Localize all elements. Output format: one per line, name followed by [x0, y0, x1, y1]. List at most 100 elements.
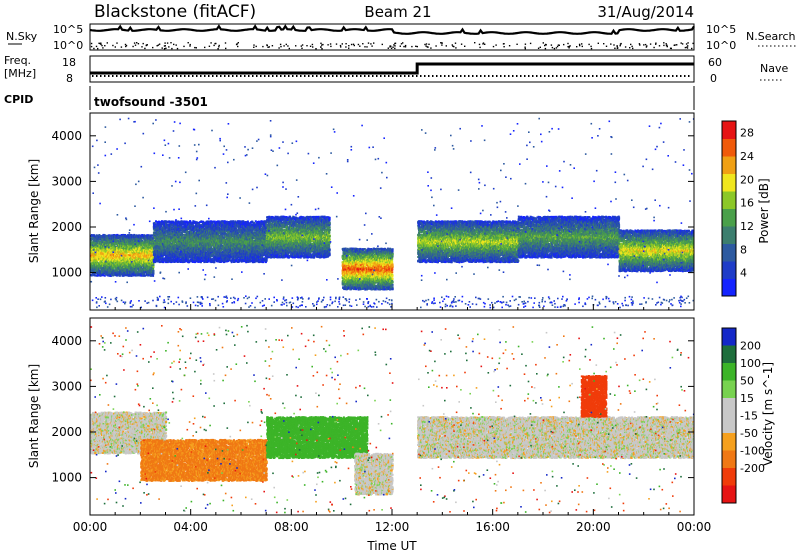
nsearch-dot	[302, 44, 303, 45]
nsearch-dot	[400, 46, 401, 47]
nsearch-dot	[452, 44, 453, 45]
nsearch-dot	[116, 42, 117, 43]
nsearch-dot	[482, 43, 483, 44]
nsearch-dot	[493, 46, 494, 47]
nsearch-dot	[687, 42, 688, 43]
nsearch-dot	[558, 44, 559, 45]
nsearch-dot	[530, 43, 531, 44]
nsearch-dot	[430, 47, 431, 48]
nsearch-dot	[225, 48, 226, 49]
nsearch-dot	[620, 45, 621, 46]
nsearch-dot	[278, 47, 279, 48]
nsearch-dot	[312, 46, 313, 47]
nsearch-dots	[91, 42, 694, 49]
nsky-label: N.Sky	[6, 30, 38, 43]
nsearch-dot	[336, 43, 337, 44]
nsearch-dot	[253, 44, 254, 45]
nsearch-dot	[237, 46, 238, 47]
nsearch-dot	[411, 46, 412, 47]
nsearch-dot	[320, 46, 321, 47]
nsearch-dot	[141, 46, 142, 47]
nsearch-dot	[426, 43, 427, 44]
nsearch-dot	[93, 48, 94, 49]
nsearch-dot	[576, 46, 577, 47]
nsearch-dot	[183, 46, 184, 47]
nsearch-dot	[567, 46, 568, 47]
nsearch-dot	[98, 43, 99, 44]
nsearch-dot	[209, 46, 210, 47]
nsearch-dot	[330, 43, 331, 44]
nsearch-dot	[598, 43, 599, 44]
nsearch-dot	[613, 44, 614, 45]
title: Blackstone (fitACF)	[94, 2, 256, 22]
nsearch-dot	[588, 44, 589, 45]
nsearch-dot	[320, 43, 321, 44]
nsearch-dot	[253, 47, 254, 48]
nsearch-dot	[138, 43, 139, 44]
nsearch-dot	[167, 42, 168, 43]
nsearch-dot	[388, 48, 389, 49]
nsearch-tick-bottom: 10^0	[706, 39, 736, 52]
nsearch-dot	[495, 44, 496, 45]
nsearch-dot	[204, 47, 205, 48]
nsearch-dot	[315, 48, 316, 49]
nsearch-dot	[362, 43, 363, 44]
nsearch-dot	[159, 44, 160, 45]
nsearch-dot	[538, 48, 539, 49]
nsearch-dot	[461, 44, 462, 45]
nsearch-dot	[217, 48, 218, 49]
power-cell	[179, 231, 181, 233]
nsearch-dot	[569, 46, 570, 47]
nsearch-dot	[280, 46, 281, 47]
nsearch-dot	[405, 46, 406, 47]
nsearch-dot	[213, 45, 214, 46]
nsearch-dot	[359, 46, 360, 47]
nsearch-dot	[424, 44, 425, 45]
nsearch-dot	[405, 45, 406, 46]
nsearch-dot	[639, 44, 640, 45]
freq-tick-bottom: 8	[66, 72, 73, 85]
nsearch-dot	[617, 46, 618, 47]
nsearch-dot	[556, 47, 557, 48]
nsky-tick-bottom: 10^0	[53, 39, 83, 52]
nsearch-dot	[267, 45, 268, 46]
nsearch-dot	[686, 43, 687, 44]
nsearch-dot	[557, 46, 558, 47]
nsearch-dot	[287, 45, 288, 46]
nsearch-dot	[617, 48, 618, 49]
power-cell	[129, 251, 131, 253]
nsearch-dot	[625, 46, 626, 47]
cpid-panel: CPID twofsound -3501	[4, 86, 694, 110]
nsearch-dot	[321, 48, 322, 49]
nsearch-dot	[403, 46, 404, 47]
nsearch-dot	[417, 46, 418, 47]
nsearch-dot	[631, 46, 632, 47]
nsearch-dot	[620, 44, 621, 45]
nsearch-dot	[196, 47, 197, 48]
freq-label-1: Freq.	[4, 54, 31, 67]
nsearch-dot	[567, 43, 568, 44]
nsearch-dot	[655, 44, 656, 45]
power-cell	[152, 275, 154, 277]
nsearch-dot	[582, 46, 583, 47]
nsearch-dot	[579, 45, 580, 46]
nsearch-dot	[544, 45, 545, 46]
nsearch-dot	[666, 43, 667, 44]
freq-panel: Freq. [MHz] 18 8 60 0 Nave	[4, 54, 788, 85]
nsearch-dot	[262, 46, 263, 47]
nsearch-dot	[682, 43, 683, 44]
nsearch-dot	[115, 46, 116, 47]
nsearch-dot	[591, 48, 592, 49]
nsearch-dot	[453, 46, 454, 47]
nsearch-dot	[330, 46, 331, 47]
nsearch-dot	[364, 46, 365, 47]
nsearch-dot	[280, 44, 281, 45]
nsearch-dot	[340, 45, 341, 46]
nsearch-dot	[440, 42, 441, 43]
nsearch-dot	[269, 46, 270, 47]
nsearch-dot	[692, 43, 693, 44]
nsearch-dot	[283, 45, 284, 46]
nsearch-dot	[190, 44, 191, 45]
freq-tick-top: 18	[62, 56, 76, 69]
nsearch-dot	[674, 44, 675, 45]
